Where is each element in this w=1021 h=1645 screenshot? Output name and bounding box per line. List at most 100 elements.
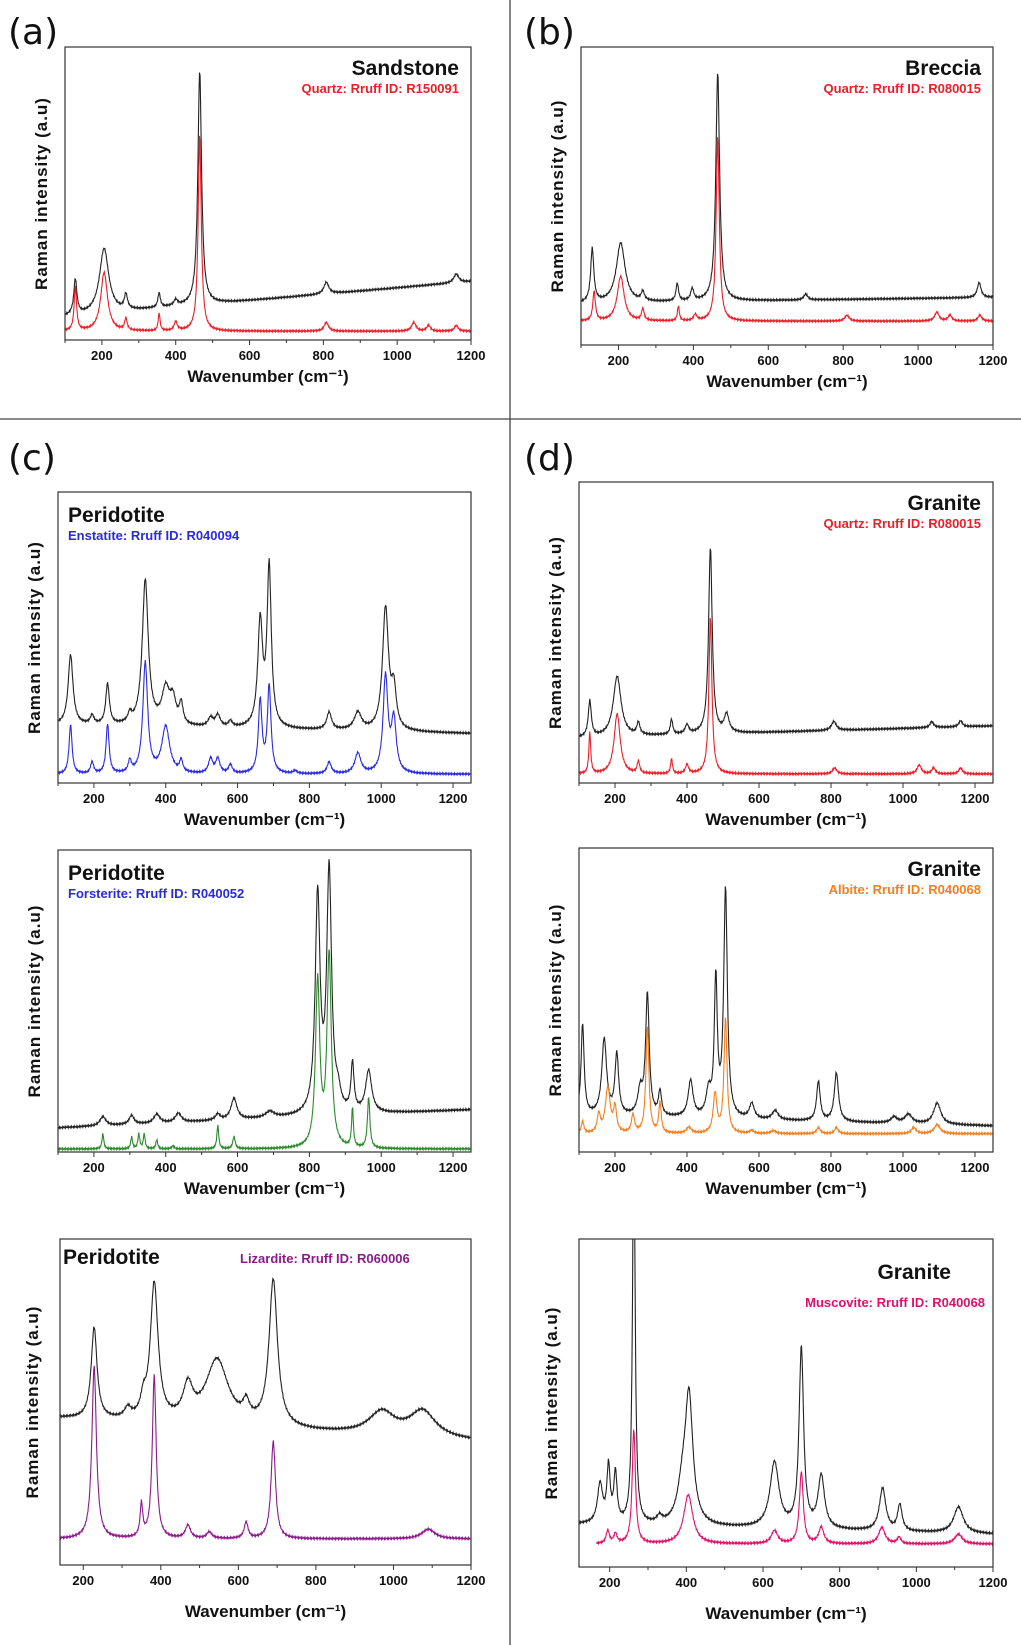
x-tick-label: 600 [228,1573,250,1588]
reference-spectrum-line [579,1017,993,1137]
x-tick-label: 400 [155,791,177,806]
reference-label: Enstatite: Rruff ID: R040094 [68,528,240,543]
plot-frame [57,849,472,1153]
reference-spectrum-line [60,1365,471,1542]
sample-label: Peridotite [68,504,165,527]
reference-label: Quartz: Rruff ID: R080015 [824,516,981,531]
reference-label: Lizardite: Rruff ID: R060006 [240,1251,410,1266]
y-axis-label: Raman intensity (a.u) [32,97,51,290]
plot-frame [578,847,994,1153]
sample-spectrum-line [58,558,471,736]
panel-c1: 200 400 600 800 1000 1200 Wavenumber (cm⁻¹) Ram… [25,491,472,829]
panel-letter-a: (a) [8,12,58,53]
sample-spectrum-line [58,859,471,1130]
reference-spectrum-line [65,135,471,334]
x-tick-label: 800 [829,1575,851,1590]
x-tick-label: 1000 [904,353,933,368]
x-tick-label: 1200 [439,1160,468,1175]
x-axis-label: Wavenumber (cm⁻¹) [706,372,867,391]
x-tick-label: 800 [299,1160,321,1175]
x-tick-label: 400 [683,353,705,368]
x-tick-label: 200 [72,1573,94,1588]
x-tick-label: 1000 [889,791,918,806]
x-tick-label: 400 [676,1160,698,1175]
panel-a: 200 400 600 800 1000 1200 Wavenumber (cm⁻¹) Ram… [32,46,486,386]
sample-spectrum-line [579,1239,993,1536]
reference-spectrum-line [595,1429,993,1547]
x-tick-label: 1000 [383,348,412,363]
panel-letter-d: (d) [524,438,575,479]
panel-d3: 200 400 600 800 1000 1200 Wavenumber (cm⁻¹) Ram… [542,1238,1008,1623]
x-tick-label: 400 [155,1160,177,1175]
plot-frame [578,1238,994,1568]
plot-frame [580,46,994,346]
x-tick-label: 800 [305,1573,327,1588]
reference-spectrum-line [58,660,471,777]
y-axis-label: Raman intensity (a.u) [23,1306,42,1499]
x-tick-label: 600 [227,1160,249,1175]
reference-label: Muscovite: Rruff ID: R040068 [805,1295,985,1310]
panel-letter-c: (c) [8,438,56,479]
x-tick-label: 1000 [902,1575,931,1590]
x-tick-label: 1200 [457,348,486,363]
reference-label: Forsterite: Rruff ID: R040052 [68,886,244,901]
x-tick-label: 800 [299,791,321,806]
x-tick-label: 800 [313,348,335,363]
panel-d1: 200 400 600 800 1000 1200 Wavenumber (cm⁻¹) Ram… [546,481,994,829]
sample-label: Granite [907,858,981,881]
plot-frame [57,491,472,784]
x-tick-label: 400 [675,1575,697,1590]
x-axis-label: Wavenumber (cm⁻¹) [705,1604,866,1623]
x-tick-label: 200 [91,348,113,363]
x-tick-label: 1000 [367,1160,396,1175]
sample-label: Granite [877,1261,951,1284]
panel-c3: 200 400 600 800 1000 1200 Wavenumber (cm⁻¹) Ram… [23,1238,486,1621]
sample-label: Granite [907,492,981,515]
sample-spectrum-line [579,886,993,1129]
sample-label: Sandstone [352,57,459,80]
sample-spectrum-line [581,73,993,303]
x-axis-label: Wavenumber (cm⁻¹) [185,1602,346,1621]
x-tick-label: 1200 [979,1575,1008,1590]
y-axis-label: Raman intensity (a.u) [548,100,567,293]
x-tick-label: 400 [150,1573,172,1588]
x-tick-label: 1000 [889,1160,918,1175]
plot-frame [64,46,472,341]
x-tick-label: 1200 [439,791,468,806]
plot-frame [59,1238,472,1566]
y-axis-label: Raman intensity (a.u) [25,541,44,734]
x-tick-label: 200 [604,791,626,806]
x-axis-label: Wavenumber (cm⁻¹) [184,810,345,829]
sample-label: Breccia [905,57,981,80]
x-tick-label: 400 [165,348,187,363]
reference-label: Albite: Rruff ID: R040068 [829,882,981,897]
x-axis-label: Wavenumber (cm⁻¹) [705,810,866,829]
x-tick-label: 800 [832,353,854,368]
x-tick-label: 1200 [457,1573,486,1588]
x-tick-label: 1200 [961,791,990,806]
x-tick-label: 800 [820,1160,842,1175]
x-tick-label: 400 [676,791,698,806]
sample-label: Peridotite [68,862,165,885]
x-tick-label: 1200 [961,1160,990,1175]
panel-letter-b: (b) [524,12,575,53]
x-tick-label: 200 [608,353,630,368]
y-axis-label: Raman intensity (a.u) [25,905,44,1098]
reference-label: Quartz: Rruff ID: R150091 [302,81,459,96]
x-tick-label: 200 [604,1160,626,1175]
y-axis-label: Raman intensity (a.u) [542,1307,561,1500]
x-axis-label: Wavenumber (cm⁻¹) [184,1179,345,1198]
x-tick-label: 1000 [367,791,396,806]
x-axis-label: Wavenumber (cm⁻¹) [187,367,348,386]
sample-spectrum-line [579,548,993,738]
panel-c2: 200 400 600 800 1000 1200 Wavenumber (cm⁻¹) Ram… [25,849,472,1198]
panel-d2: 200 400 600 800 1000 1200 Wavenumber (cm⁻¹) Ram… [546,847,994,1198]
x-tick-label: 600 [752,1575,774,1590]
x-tick-label: 200 [599,1575,621,1590]
x-tick-label: 200 [83,791,105,806]
y-axis-label: Raman intensity (a.u) [546,536,565,729]
x-tick-label: 200 [83,1160,105,1175]
x-tick-label: 600 [227,791,249,806]
y-axis-label: Raman intensity (a.u) [546,904,565,1097]
